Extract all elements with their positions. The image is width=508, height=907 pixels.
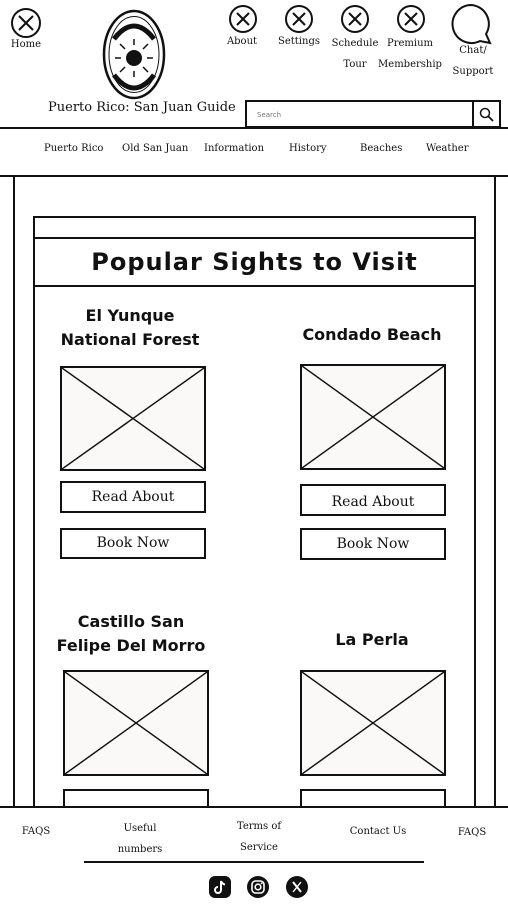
book-now-button-condado-beach[interactable]: Book Now [300,528,446,560]
menu-item-old-san-juan[interactable]: Old San Juan [122,143,189,154]
site-title: Puerto Rico: San Juan Guide [48,100,236,115]
card3-title-line2: Felipe Del Morro [56,636,206,655]
site-logo[interactable] [102,9,166,100]
footer-faqs-right[interactable]: FAQS [457,827,487,838]
card1-title-line1: El Yunque [85,306,175,325]
card4-title-line1: La Perla [335,630,409,649]
about-icon[interactable] [229,5,257,33]
read-about-button-condado-beach[interactable]: Read About [300,484,446,516]
terms-line2: Service [240,842,278,853]
search-input[interactable] [257,108,457,122]
card-title-la-perla: La Perla [294,628,450,652]
section-heading: Popular Sights to Visit [35,239,474,287]
schedule-label-line2: Tour [343,59,367,70]
book-now-button-el-yunque[interactable]: Book Now [60,528,206,559]
content-frame [13,176,496,808]
premium-label-line1: Premium [386,38,434,49]
castillo-button-partial[interactable] [63,789,209,808]
image-placeholder-la-perla [300,670,446,776]
premium-membership-link[interactable]: Premium Membership [377,33,443,75]
image-placeholder-el-yunque [60,366,206,471]
footer-terms-of-service[interactable]: Terms of Service [229,816,289,858]
chat-support-icon[interactable] [450,3,492,45]
card-title-condado-beach: Condado Beach [294,323,450,347]
footer-useful-numbers[interactable]: Useful numbers [110,818,170,860]
card3-title-line1: Castillo San [77,612,185,631]
menu-item-history[interactable]: History [289,143,327,154]
schedule-tour-icon[interactable] [341,5,369,33]
search-box [245,100,501,128]
menu-item-beaches[interactable]: Beaches [360,143,403,154]
footer-faqs-left[interactable]: FAQS [21,826,51,837]
home-label[interactable]: Home [10,39,42,50]
footer-divider [84,861,424,863]
panel-top-strip [35,218,474,239]
search-button[interactable] [472,102,499,126]
image-placeholder-condado-beach [300,364,446,470]
schedule-label-line1: Schedule [331,38,379,49]
menu-item-information[interactable]: Information [204,143,265,154]
useful-line2: numbers [117,844,163,855]
tiktok-icon[interactable] [209,876,231,898]
card-title-el-yunque: El Yunque National Forest [52,304,208,352]
menu-item-weather[interactable]: Weather [426,143,469,154]
useful-line1: Useful [123,823,157,834]
search-icon [479,107,494,122]
about-link[interactable]: About [226,36,258,47]
terms-line1: Terms of [236,821,282,832]
card1-title-line2: National Forest [60,330,200,349]
card2-title-line1: Condado Beach [302,325,442,344]
chat-label-line2: Support [452,66,494,77]
premium-label-line2: Membership [378,59,442,70]
premium-membership-icon[interactable] [397,5,425,33]
read-about-button-el-yunque[interactable]: Read About [60,481,206,513]
settings-link[interactable]: Settings [278,36,320,47]
settings-icon[interactable] [285,5,313,33]
menu-divider [0,175,508,177]
menu-item-puerto-rico[interactable]: Puerto Rico [44,143,104,154]
image-placeholder-castillo [63,670,209,776]
card-title-castillo-san-felipe: Castillo San Felipe Del Morro [46,610,216,658]
home-icon[interactable] [11,8,41,38]
footer-contact-us[interactable]: Contact Us [349,826,407,837]
x-twitter-icon[interactable] [286,876,308,898]
la-perla-button-partial[interactable] [300,789,446,808]
instagram-icon[interactable] [247,876,269,898]
header-divider [0,127,508,129]
schedule-tour-link[interactable]: Schedule Tour [329,33,381,75]
chat-support-link[interactable]: Chat/ Support [448,40,498,82]
chat-label-line1: Chat/ [459,45,487,56]
